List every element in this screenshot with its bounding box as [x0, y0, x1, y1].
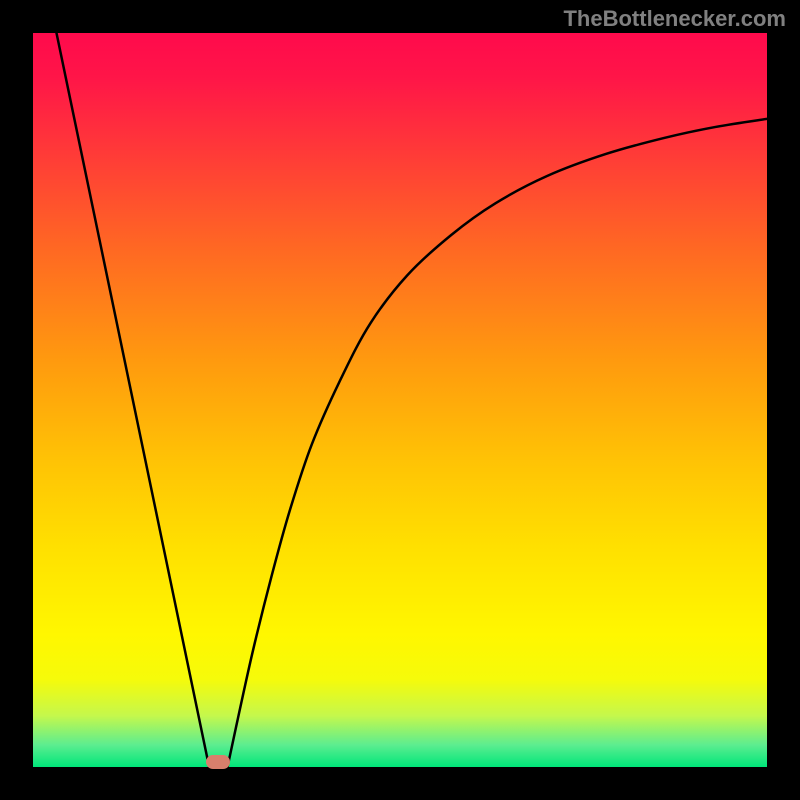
bottleneck-curve	[33, 33, 767, 767]
plot-area	[33, 33, 767, 767]
chart-container: TheBottlenecker.com	[0, 0, 800, 800]
watermark-text: TheBottlenecker.com	[563, 6, 786, 32]
optimal-marker	[206, 755, 230, 769]
